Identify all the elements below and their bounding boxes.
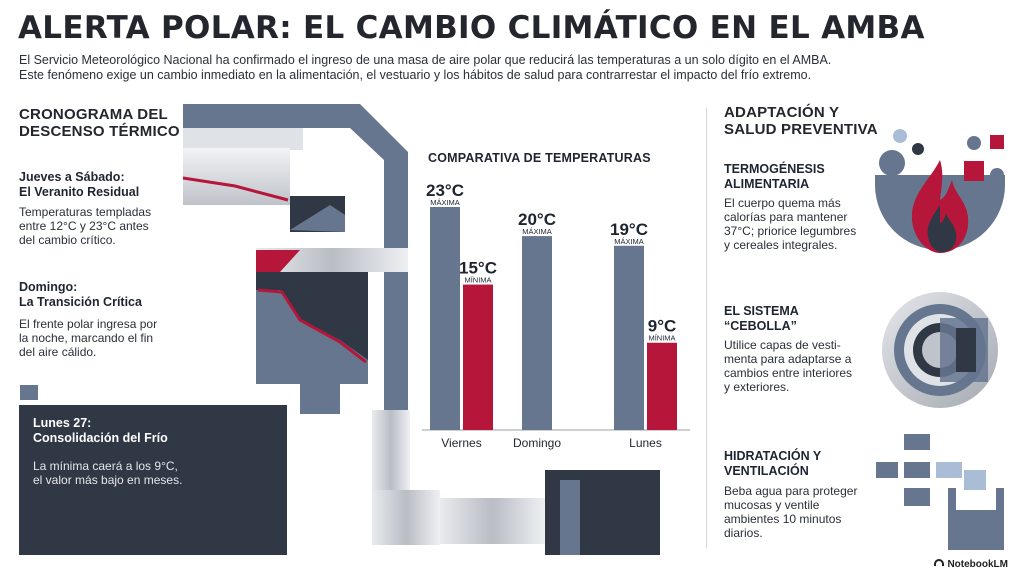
text-line: cambios entre interiores bbox=[724, 366, 853, 380]
text-line: menta para adaptarse a bbox=[724, 352, 852, 366]
bar-máxima-lunes bbox=[614, 245, 644, 430]
title-line: SALUD PREVENTIVA bbox=[724, 121, 878, 138]
monday-highlight-box: Lunes 27: Consolidación del Frío La míni… bbox=[19, 405, 287, 555]
page-title: ALERTA POLAR: EL CAMBIO CLIMÁTICO EN EL … bbox=[18, 10, 925, 46]
ventilation-icon bbox=[876, 434, 1004, 550]
timeline-item-text: La mínima caerá a los 9°C, el valor más … bbox=[33, 459, 182, 487]
timeline-item-title: Domingo: La Transición Crítica bbox=[19, 280, 142, 310]
bar-máxima-viernes bbox=[430, 207, 460, 430]
category-label: Viernes bbox=[441, 436, 481, 450]
data-label: 23°C bbox=[426, 181, 464, 200]
pipe-structure bbox=[182, 104, 660, 555]
text-line: El frente polar ingresa por bbox=[19, 317, 158, 331]
text-line: calorías para mantener bbox=[724, 210, 848, 224]
timeline-item-title: Lunes 27: Consolidación del Frío bbox=[33, 416, 168, 446]
chart-title: COMPARATIVA DE TEMPERATURAS bbox=[428, 151, 651, 165]
text-line: mucosas y ventile bbox=[724, 498, 820, 512]
data-label: 15°C bbox=[459, 259, 497, 278]
data-label: 20°C bbox=[518, 210, 556, 229]
title-line: CRONOGRAMA DEL bbox=[19, 106, 168, 123]
bar-mínima-viernes bbox=[463, 284, 493, 430]
adaptation-item-title: HIDRATACIÓN Y VENTILACIÓN bbox=[724, 449, 821, 479]
text-line: y exteriores. bbox=[724, 380, 790, 394]
title-line: “CEBOLLA” bbox=[724, 319, 797, 333]
text-line: el valor más bajo en meses. bbox=[33, 473, 183, 487]
text-line: ambientes 10 minutos bbox=[724, 512, 842, 526]
title-line: El Veranito Residual bbox=[19, 185, 140, 199]
section-divider bbox=[706, 108, 707, 548]
bar-máxima-domingo bbox=[522, 236, 552, 430]
title-line: EL SISTEMA bbox=[724, 304, 799, 318]
title-line: Lunes 27: bbox=[33, 416, 92, 430]
series-label: MÁXIMA bbox=[430, 198, 460, 207]
text-line: El cuerpo quema más bbox=[724, 196, 841, 210]
text-line: Temperaturas templadas bbox=[19, 205, 152, 219]
adaptation-item-text: Utilice capas de vesti- menta para adapt… bbox=[724, 338, 852, 394]
title-line: Jueves a Sábado: bbox=[19, 170, 125, 184]
text-line: del aire cálido. bbox=[19, 345, 97, 359]
text-line: 37°C; priorice legumbres bbox=[724, 224, 857, 238]
title-line: VENTILACIÓN bbox=[724, 464, 809, 478]
series-label: MÍNIMA bbox=[648, 334, 675, 343]
text-line: diarios. bbox=[724, 526, 763, 540]
adaptation-item-title: EL SISTEMA “CEBOLLA” bbox=[724, 304, 799, 334]
adaptation-item-text: Beba agua para proteger mucosas y ventil… bbox=[724, 484, 857, 540]
adaptation-item-text: El cuerpo quema más calorías para manten… bbox=[724, 196, 856, 252]
adaptation-section-title: ADAPTACIÓN Y SALUD PREVENTIVA bbox=[724, 104, 878, 138]
data-label: 19°C bbox=[610, 220, 648, 239]
timeline-item-text: Temperaturas templadas entre 12°C y 23°C… bbox=[19, 205, 151, 247]
text-line: y cereales integrales. bbox=[724, 238, 838, 252]
intro-line: El Servicio Meteorológico Nacional ha co… bbox=[19, 53, 832, 67]
intro-line: Este fenómeno exige un cambio inmediato … bbox=[19, 68, 812, 82]
text-line: Utilice capas de vesti- bbox=[724, 338, 841, 352]
flame-icon bbox=[875, 129, 1005, 253]
text-line: La mínima caerá a los 9°C, bbox=[33, 459, 178, 473]
title-line: TERMOGÉNESIS bbox=[724, 162, 825, 176]
title-line: ALIMENTARIA bbox=[724, 177, 810, 191]
category-label: Lunes bbox=[629, 436, 662, 450]
timeline-item-text: El frente polar ingresa por la noche, ma… bbox=[19, 317, 157, 359]
timeline-section-title: CRONOGRAMA DEL DESCENSO TÉRMICO bbox=[19, 106, 180, 140]
series-label: MÁXIMA bbox=[614, 237, 644, 246]
text-line: Beba agua para proteger bbox=[724, 484, 858, 498]
brand-label: NotebookLM bbox=[947, 559, 1008, 570]
title-line: Consolidación del Frío bbox=[33, 431, 168, 445]
notebooklm-logo-icon bbox=[934, 559, 945, 566]
bar-mínima-lunes bbox=[647, 342, 677, 430]
intro-text: El Servicio Meteorológico Nacional ha co… bbox=[19, 53, 919, 83]
brand-footer: NotebookLM bbox=[934, 559, 1008, 570]
adaptation-item-title: TERMOGÉNESIS ALIMENTARIA bbox=[724, 162, 825, 192]
layers-icon bbox=[882, 292, 998, 408]
title-line: ADAPTACIÓN Y bbox=[724, 104, 840, 121]
title-line: La Transición Crítica bbox=[19, 295, 142, 309]
title-line: HIDRATACIÓN Y bbox=[724, 449, 822, 463]
temperature-bar-chart: 23°CMÁXIMA15°CMÍNIMAViernes20°CMÁXIMADom… bbox=[422, 181, 690, 450]
category-label: Domingo bbox=[513, 436, 561, 450]
title-line: Domingo: bbox=[19, 280, 78, 294]
text-line: la noche, marcando el fin bbox=[19, 331, 154, 345]
text-line: del cambio crítico. bbox=[19, 233, 116, 247]
title-line: DESCENSO TÉRMICO bbox=[19, 123, 180, 140]
series-label: MÁXIMA bbox=[522, 227, 552, 236]
timeline-item-title: Jueves a Sábado: El Veranito Residual bbox=[19, 170, 139, 200]
data-label: 9°C bbox=[648, 317, 677, 336]
text-line: entre 12°C y 23°C antes bbox=[19, 219, 149, 233]
series-label: MÍNIMA bbox=[464, 276, 491, 285]
